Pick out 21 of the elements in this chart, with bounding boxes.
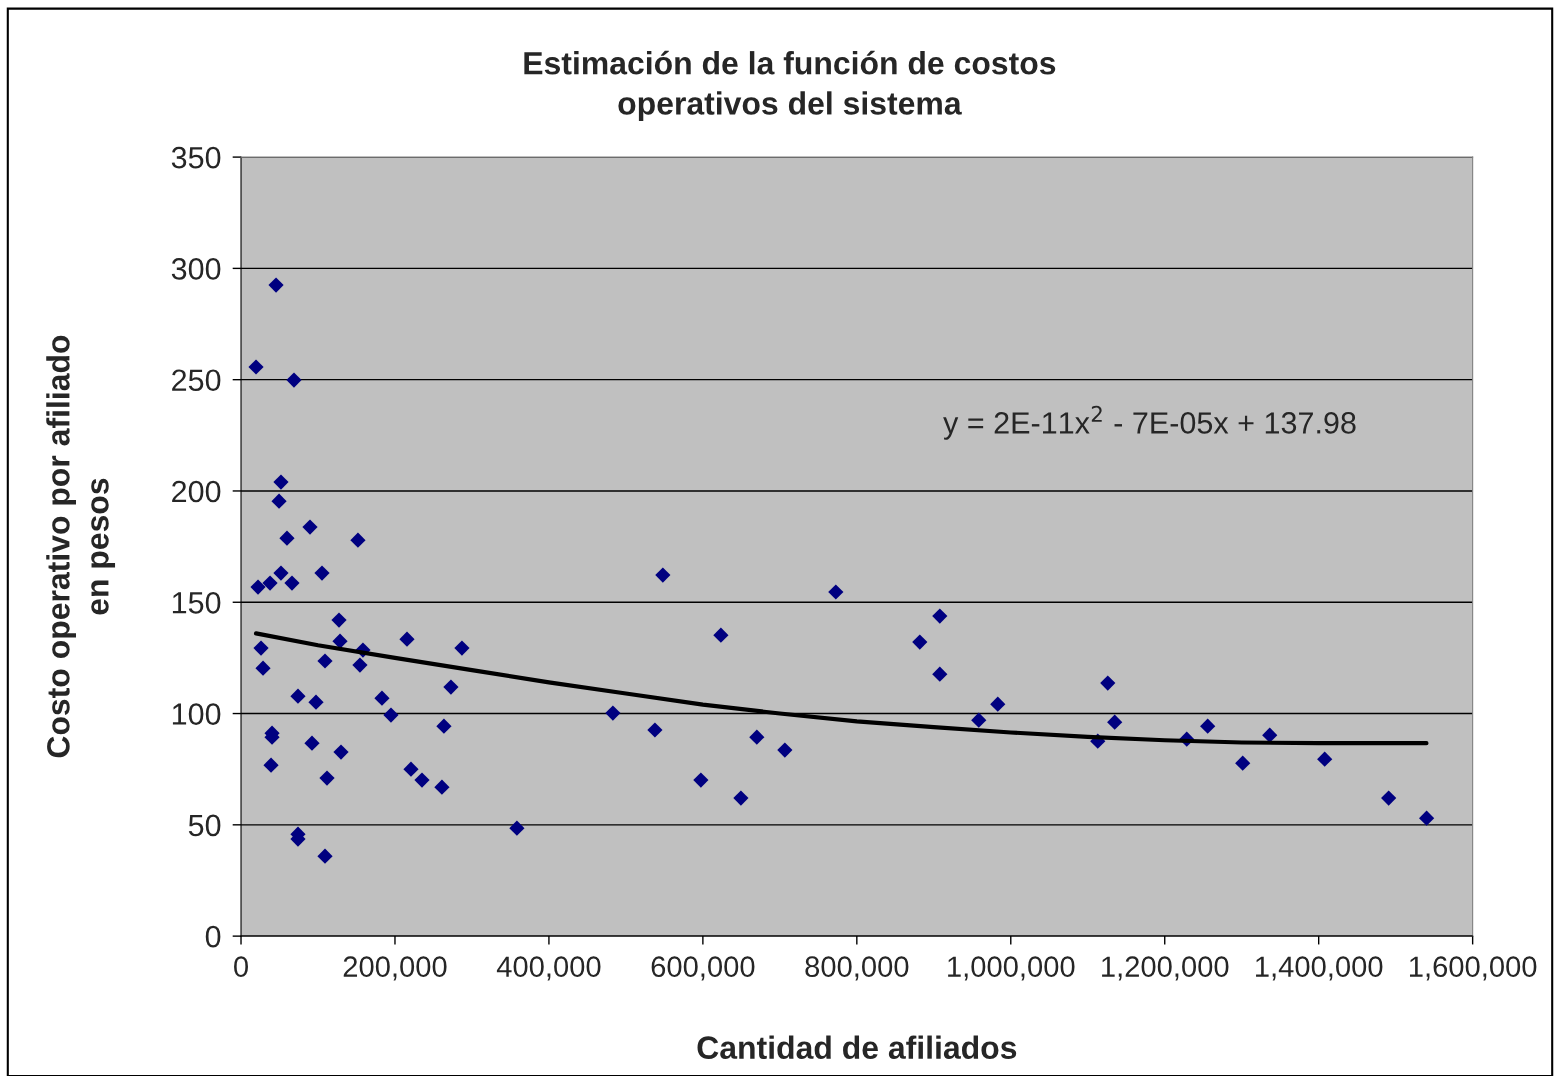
chart-title: Estimación de la función de costos operativos del sistema [524, 50, 1056, 122]
y-tick-label: 50 [188, 814, 221, 837]
x-tick-label: 1,600,000 [1409, 956, 1537, 981]
y-tick-label: 300 [171, 258, 221, 280]
y-tick-label: 150 [172, 591, 221, 614]
x-tick-label: 200,000 [343, 956, 447, 981]
y-tick-label: 250 [172, 369, 221, 392]
x-tick-label: 1,400,000 [1256, 956, 1383, 981]
y-axis-title: Costo operativo por afiliado en pesos [46, 335, 116, 758]
x-tick-label: 600,000 [651, 956, 755, 981]
x-tick-label: 800,000 [805, 956, 909, 981]
y-tick-label: 350 [171, 146, 221, 169]
annotation: y = 2E-11x$^{2}$ - 7E-05x + 137.98 [943, 405, 1356, 440]
x-tick-label: 0 [234, 956, 248, 977]
y-tick-label: 0 [205, 925, 221, 948]
x-tick-label: 400,000 [496, 956, 601, 981]
x-tick-label: 1,000,000 [948, 956, 1075, 981]
x-axis-title: Cantidad de afiliados [697, 1035, 1017, 1059]
x-tick-label: 1,200,000 [1102, 956, 1229, 981]
y-tick-label: 100 [172, 703, 221, 725]
y-tick-label: 200 [172, 480, 221, 503]
